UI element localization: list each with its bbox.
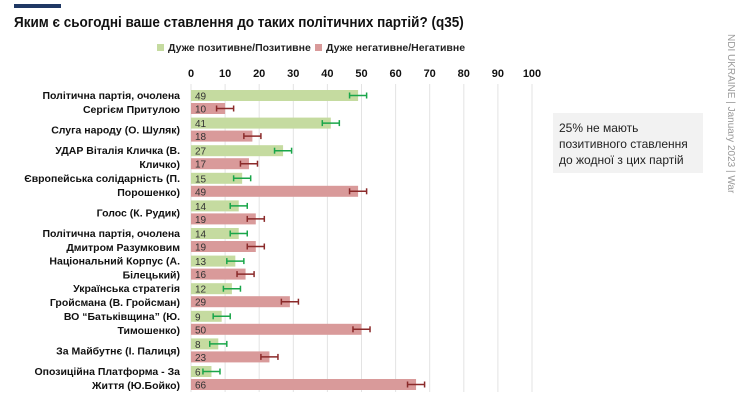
category-label: Кличко) — [139, 159, 180, 171]
data-label: 15 — [195, 174, 207, 185]
bar — [191, 338, 219, 350]
category-label: Сергієм Притулою — [83, 104, 180, 116]
bar — [191, 255, 236, 267]
bar — [191, 103, 226, 114]
x-tick-label: 30 — [287, 68, 299, 80]
x-tick-label: 10 — [219, 68, 231, 80]
bar — [191, 213, 256, 225]
category-label: Національний Корпус (А. — [49, 256, 180, 268]
bar — [191, 241, 256, 252]
chart-title: Яким є сьогодні ваше ставлення до таких … — [14, 14, 464, 31]
header-accent-bar — [14, 4, 61, 8]
x-tick-label: 0 — [188, 68, 194, 80]
category-label: Тимошенко) — [118, 325, 180, 337]
bar — [191, 145, 284, 157]
data-label: 49 — [195, 92, 207, 103]
category-label: Політична партія, очолена — [42, 228, 180, 240]
x-tick-label: 90 — [492, 68, 504, 80]
bar — [191, 200, 239, 212]
category-label: Українська стратегія — [73, 283, 180, 295]
data-label: 10 — [195, 105, 207, 116]
data-label: 8 — [195, 340, 201, 351]
data-label: 19 — [195, 243, 207, 254]
bar — [191, 130, 253, 142]
data-label: 27 — [195, 147, 207, 158]
bar — [191, 90, 359, 101]
category-label: Порошенко) — [117, 187, 180, 199]
data-label: 9 — [195, 312, 201, 323]
x-tick-label: 20 — [253, 68, 265, 80]
category-label: УДАР Віталія Кличка (В. — [55, 145, 180, 157]
bar — [191, 283, 232, 295]
category-label: Гройсмана (В. Гройсман) — [50, 297, 180, 309]
category-label: Дмитром Разумковим — [66, 242, 180, 254]
note-box: 25% не мають позитивного ставлення до жо… — [553, 113, 703, 173]
x-tick-label: 80 — [458, 68, 470, 80]
category-label: Голос (К. Рудик) — [97, 207, 180, 219]
watermark: NDI UKRAINE | January 2023 | War — [725, 34, 736, 194]
data-label: 23 — [195, 353, 207, 364]
category-label: Європейська солідарність (П. — [24, 173, 180, 185]
data-label: 49 — [195, 187, 207, 198]
data-label: 6 — [195, 368, 201, 379]
data-label: 29 — [195, 298, 207, 309]
data-label: 17 — [195, 160, 207, 171]
bar — [191, 296, 290, 308]
bar — [191, 310, 222, 322]
bar — [191, 379, 417, 390]
x-tick-label: 40 — [321, 68, 333, 80]
data-label: 18 — [195, 132, 207, 143]
bar — [191, 323, 362, 335]
bar — [191, 172, 243, 184]
x-tick-label: 60 — [389, 68, 401, 80]
bar — [191, 228, 239, 239]
legend-label: Дуже позитивне/Позитивне — [168, 42, 311, 54]
category-label: Життя (Ю.Бойко) — [91, 380, 180, 392]
data-label: 19 — [195, 215, 207, 226]
bar — [191, 185, 359, 197]
data-label: 50 — [195, 325, 207, 336]
x-tick-label: 100 — [523, 68, 541, 80]
category-label: За Майбутнє (І. Палиця) — [56, 345, 180, 357]
bar — [191, 268, 246, 280]
bar — [191, 117, 331, 129]
category-label: Білецький) — [123, 270, 180, 282]
legend-swatch — [157, 44, 164, 51]
category-label: ВО “Батьківщина” (Ю. — [64, 311, 180, 323]
bar — [191, 351, 270, 363]
category-label: Опозиційна Платформа - За — [34, 366, 180, 378]
x-tick-label: 50 — [355, 68, 367, 80]
data-label: 12 — [195, 285, 207, 296]
category-label: Слуга народу (О. Шуляк) — [51, 125, 180, 137]
legend-swatch — [315, 44, 322, 51]
x-tick-label: 70 — [424, 68, 436, 80]
data-label: 66 — [195, 381, 207, 392]
category-label: Політична партія, очолена — [42, 90, 180, 102]
data-label: 14 — [195, 202, 207, 213]
data-label: 13 — [195, 257, 207, 268]
bar — [191, 158, 249, 170]
legend-label: Дуже негативне/Негативне — [326, 42, 465, 54]
data-label: 41 — [195, 119, 207, 130]
bar — [191, 366, 212, 377]
data-label: 14 — [195, 230, 207, 241]
data-label: 16 — [195, 270, 207, 281]
